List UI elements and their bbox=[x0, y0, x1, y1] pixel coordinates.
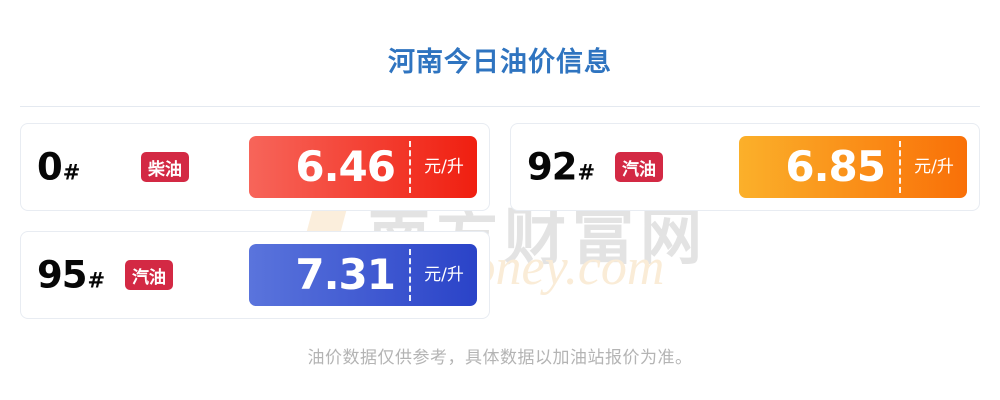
price-divider bbox=[409, 249, 411, 301]
fuel-grade-hash: # bbox=[577, 160, 596, 185]
fuel-grade-number: 0 bbox=[37, 145, 63, 189]
disclaimer-text: 油价数据仅供参考，具体数据以加油站报价为准。 bbox=[307, 348, 693, 368]
price-divider bbox=[899, 141, 901, 193]
fuel-type-badge: 汽油 bbox=[615, 152, 663, 182]
fuel-grade: 92 # bbox=[527, 149, 595, 186]
price-card-gasoline-92[interactable]: 92 # 汽油 6.85 元/升 bbox=[510, 123, 980, 211]
price-pill: 6.85 元/升 bbox=[739, 136, 967, 198]
price-unit: 元/升 bbox=[424, 156, 464, 177]
price-card-gasoline-95[interactable]: 95 # 汽油 7.31 元/升 bbox=[20, 231, 490, 319]
header-divider bbox=[20, 106, 980, 107]
price-card-diesel-0[interactable]: 0 # 柴油 6.46 元/升 bbox=[20, 123, 490, 211]
fuel-grade: 95 # bbox=[37, 257, 105, 294]
page-title: 河南今日油价信息 bbox=[388, 47, 612, 78]
price-value: 6.85 bbox=[785, 142, 886, 191]
price-pill: 7.31 元/升 bbox=[249, 244, 477, 306]
price-value: 7.31 bbox=[295, 250, 396, 299]
fuel-type-badge: 柴油 bbox=[141, 152, 189, 182]
price-unit: 元/升 bbox=[424, 264, 464, 285]
fuel-grade-number: 95 bbox=[37, 253, 87, 297]
fuel-grade-hash: # bbox=[62, 160, 81, 185]
fuel-type-badge: 汽油 bbox=[125, 260, 173, 290]
price-value: 6.46 bbox=[295, 142, 396, 191]
fuel-grade: 0 # bbox=[37, 149, 80, 186]
price-divider bbox=[409, 141, 411, 193]
price-pill: 6.46 元/升 bbox=[249, 136, 477, 198]
fuel-grade-hash: # bbox=[87, 268, 106, 293]
price-unit: 元/升 bbox=[914, 156, 954, 177]
price-card-list: 0 # 柴油 6.46 元/升 92 # 汽油 6.85 bbox=[20, 123, 980, 319]
fuel-grade-number: 92 bbox=[527, 145, 577, 189]
